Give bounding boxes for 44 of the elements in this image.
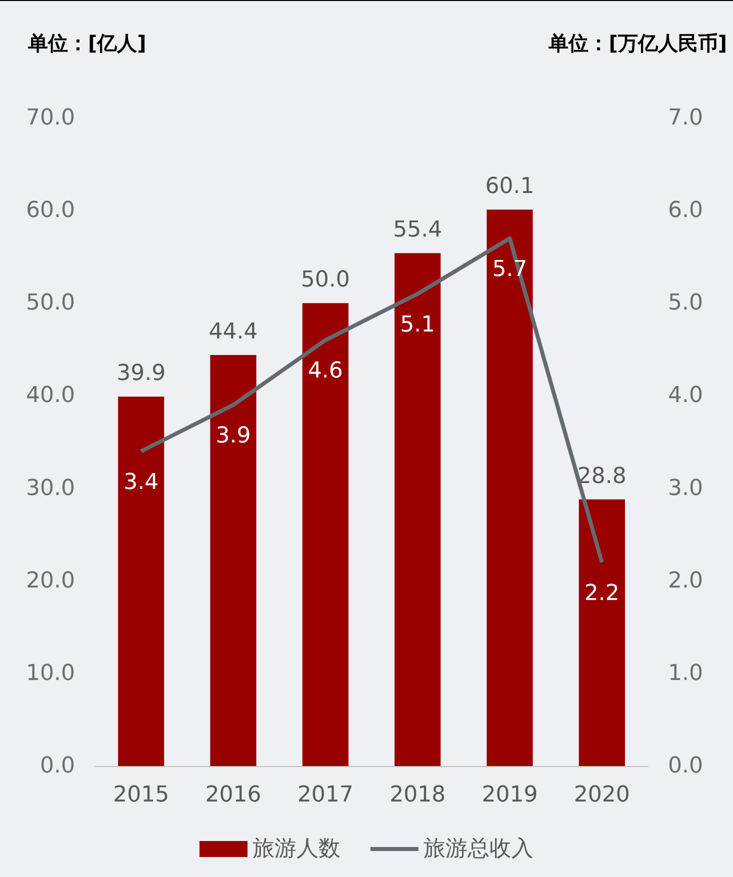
- bar: [210, 354, 256, 766]
- y2-tick-label: 2.0: [668, 568, 703, 594]
- bar: [394, 253, 441, 766]
- data-label: 2.2: [584, 580, 620, 606]
- data-label: 44.4: [208, 319, 258, 344]
- y-tick-label: 0.0: [40, 754, 75, 778]
- bar: [486, 210, 533, 766]
- y-tick-label: 60.0: [26, 198, 75, 224]
- y2-tick-label: 1.0: [668, 660, 703, 686]
- x-tick-label: 2019: [482, 782, 538, 808]
- y-tick-label: 10.0: [26, 660, 75, 686]
- y2-tick-label: 4.0: [668, 383, 703, 408]
- y2-tick-label: 6.0: [668, 198, 703, 224]
- data-label: 50.0: [300, 268, 350, 293]
- y-tick-label: 50.0: [26, 290, 75, 316]
- data-label: 55.4: [393, 218, 442, 243]
- y-tick-label: 20.0: [26, 568, 75, 594]
- data-label: 3.4: [124, 470, 159, 495]
- data-label: 4.6: [308, 358, 343, 384]
- data-label: 39.9: [116, 361, 166, 386]
- y2-tick-label: 3.0: [668, 476, 703, 501]
- x-tick-label: 2018: [390, 782, 446, 808]
- y2-tick-label: 0.0: [668, 754, 703, 778]
- y2-tick-label: 5.0: [668, 290, 703, 316]
- data-label: 60.1: [485, 174, 534, 200]
- y-tick-label: 70.0: [26, 106, 75, 130]
- x-tick-label: 2015: [113, 782, 170, 808]
- x-tick-label: 2020: [574, 782, 630, 808]
- legend-label: 旅游人数: [252, 836, 340, 862]
- bar: [302, 303, 348, 766]
- x-tick-label: 2016: [205, 782, 262, 808]
- x-tick-label: 2017: [297, 782, 354, 808]
- data-label: 5.1: [400, 312, 436, 338]
- y2-axis-title: 单位：[万亿人民币]: [548, 31, 727, 55]
- bar: [578, 499, 625, 766]
- y-axis-title: 单位：[亿人]: [27, 31, 146, 55]
- y-tick-label: 40.0: [26, 383, 75, 408]
- legend-label: 旅游总收入: [424, 836, 534, 862]
- data-label: 28.8: [577, 464, 626, 489]
- bar: [118, 396, 164, 766]
- data-label: 5.7: [492, 256, 528, 282]
- y-tick-label: 30.0: [26, 476, 75, 501]
- y2-tick-label: 7.0: [668, 106, 703, 130]
- data-label: 3.9: [216, 423, 251, 448]
